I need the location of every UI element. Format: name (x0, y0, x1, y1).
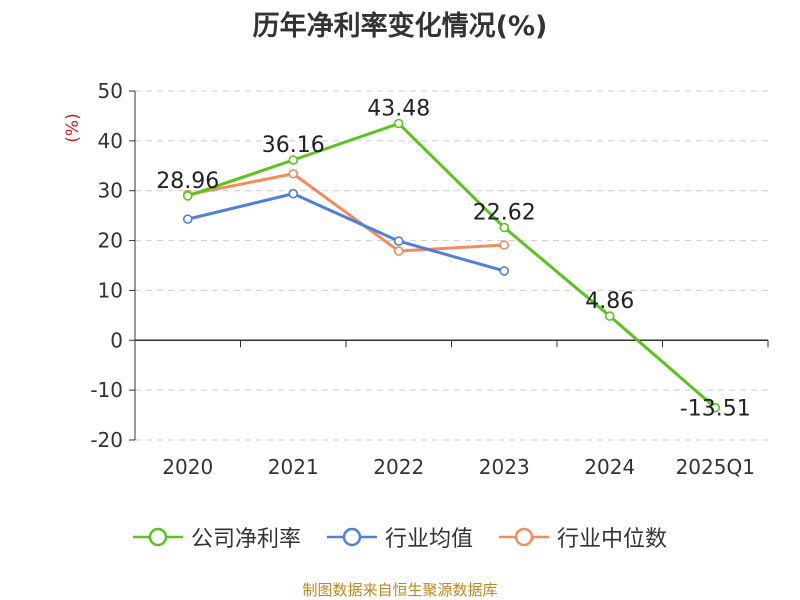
legend-label: 公司净利率 (190, 527, 301, 552)
data-point (393, 246, 404, 256)
x-tick-label: 2020 (162, 455, 213, 479)
series-line (187, 192, 505, 273)
series-line (187, 172, 505, 253)
x-tick-label: 2022 (373, 455, 424, 479)
data-label: 36.16 (262, 133, 325, 158)
data-point (393, 118, 404, 129)
data-point (288, 155, 299, 165)
x-tick-label: 2025Q1 (676, 455, 755, 479)
data-point (499, 222, 510, 233)
source-footer: 制图数据来自恒生聚源数据库 (302, 581, 498, 599)
y-tick-label: 40 (98, 129, 123, 153)
data-label: -13.51 (680, 397, 751, 422)
y-tick-label: 0 (110, 328, 123, 352)
legend-item[interactable]: 行业均值 (326, 521, 473, 553)
legend-line-marker-icon (326, 527, 377, 547)
y-axis-label: (%) (63, 113, 83, 142)
data-labels: 28.96 36.16 43.48 22.62 4.86 -13.51 (156, 97, 750, 422)
data-label: 22.62 (473, 201, 536, 226)
legend-label: 行业中位数 (557, 527, 668, 552)
legend-line-marker-icon (132, 527, 183, 547)
y-tick-label: 10 (98, 278, 123, 302)
series-line (187, 122, 717, 409)
series-lines (182, 118, 721, 413)
data-point (499, 240, 510, 250)
y-tick-label: -20 (90, 428, 123, 452)
data-label: 4.86 (585, 289, 634, 314)
legend: 公司净利率 行业均值 行业中位数 (0, 521, 800, 553)
y-tick-label: 50 (98, 79, 123, 103)
grid-lines (135, 90, 768, 441)
x-tick-label: 2021 (268, 455, 319, 479)
data-point (288, 188, 299, 199)
legend-item[interactable]: 公司净利率 (132, 521, 301, 553)
chart-title: 历年净利率变化情况(%) (252, 11, 548, 42)
data-point (604, 311, 615, 321)
data-point (710, 402, 721, 413)
x-tick-label: 2023 (479, 455, 530, 479)
y-tick-label: 30 (98, 179, 123, 203)
data-point (288, 168, 299, 179)
legend-item[interactable]: 行业中位数 (499, 521, 667, 553)
legend-label: 行业均值 (384, 527, 473, 552)
y-tick-label: -10 (90, 378, 123, 402)
legend-line-marker-icon (499, 527, 549, 547)
data-point (182, 191, 193, 201)
data-label: 43.48 (367, 97, 430, 122)
x-tick-label: 2024 (584, 455, 635, 479)
data-label: 28.96 (156, 169, 219, 194)
axes: 50 40 30 20 10 0 -10 -20 2020 2021 2022 2023 2024 202… (63, 79, 769, 479)
data-point (393, 236, 404, 246)
data-point (182, 214, 193, 224)
data-point (499, 266, 510, 276)
y-tick-label: 20 (98, 229, 123, 253)
